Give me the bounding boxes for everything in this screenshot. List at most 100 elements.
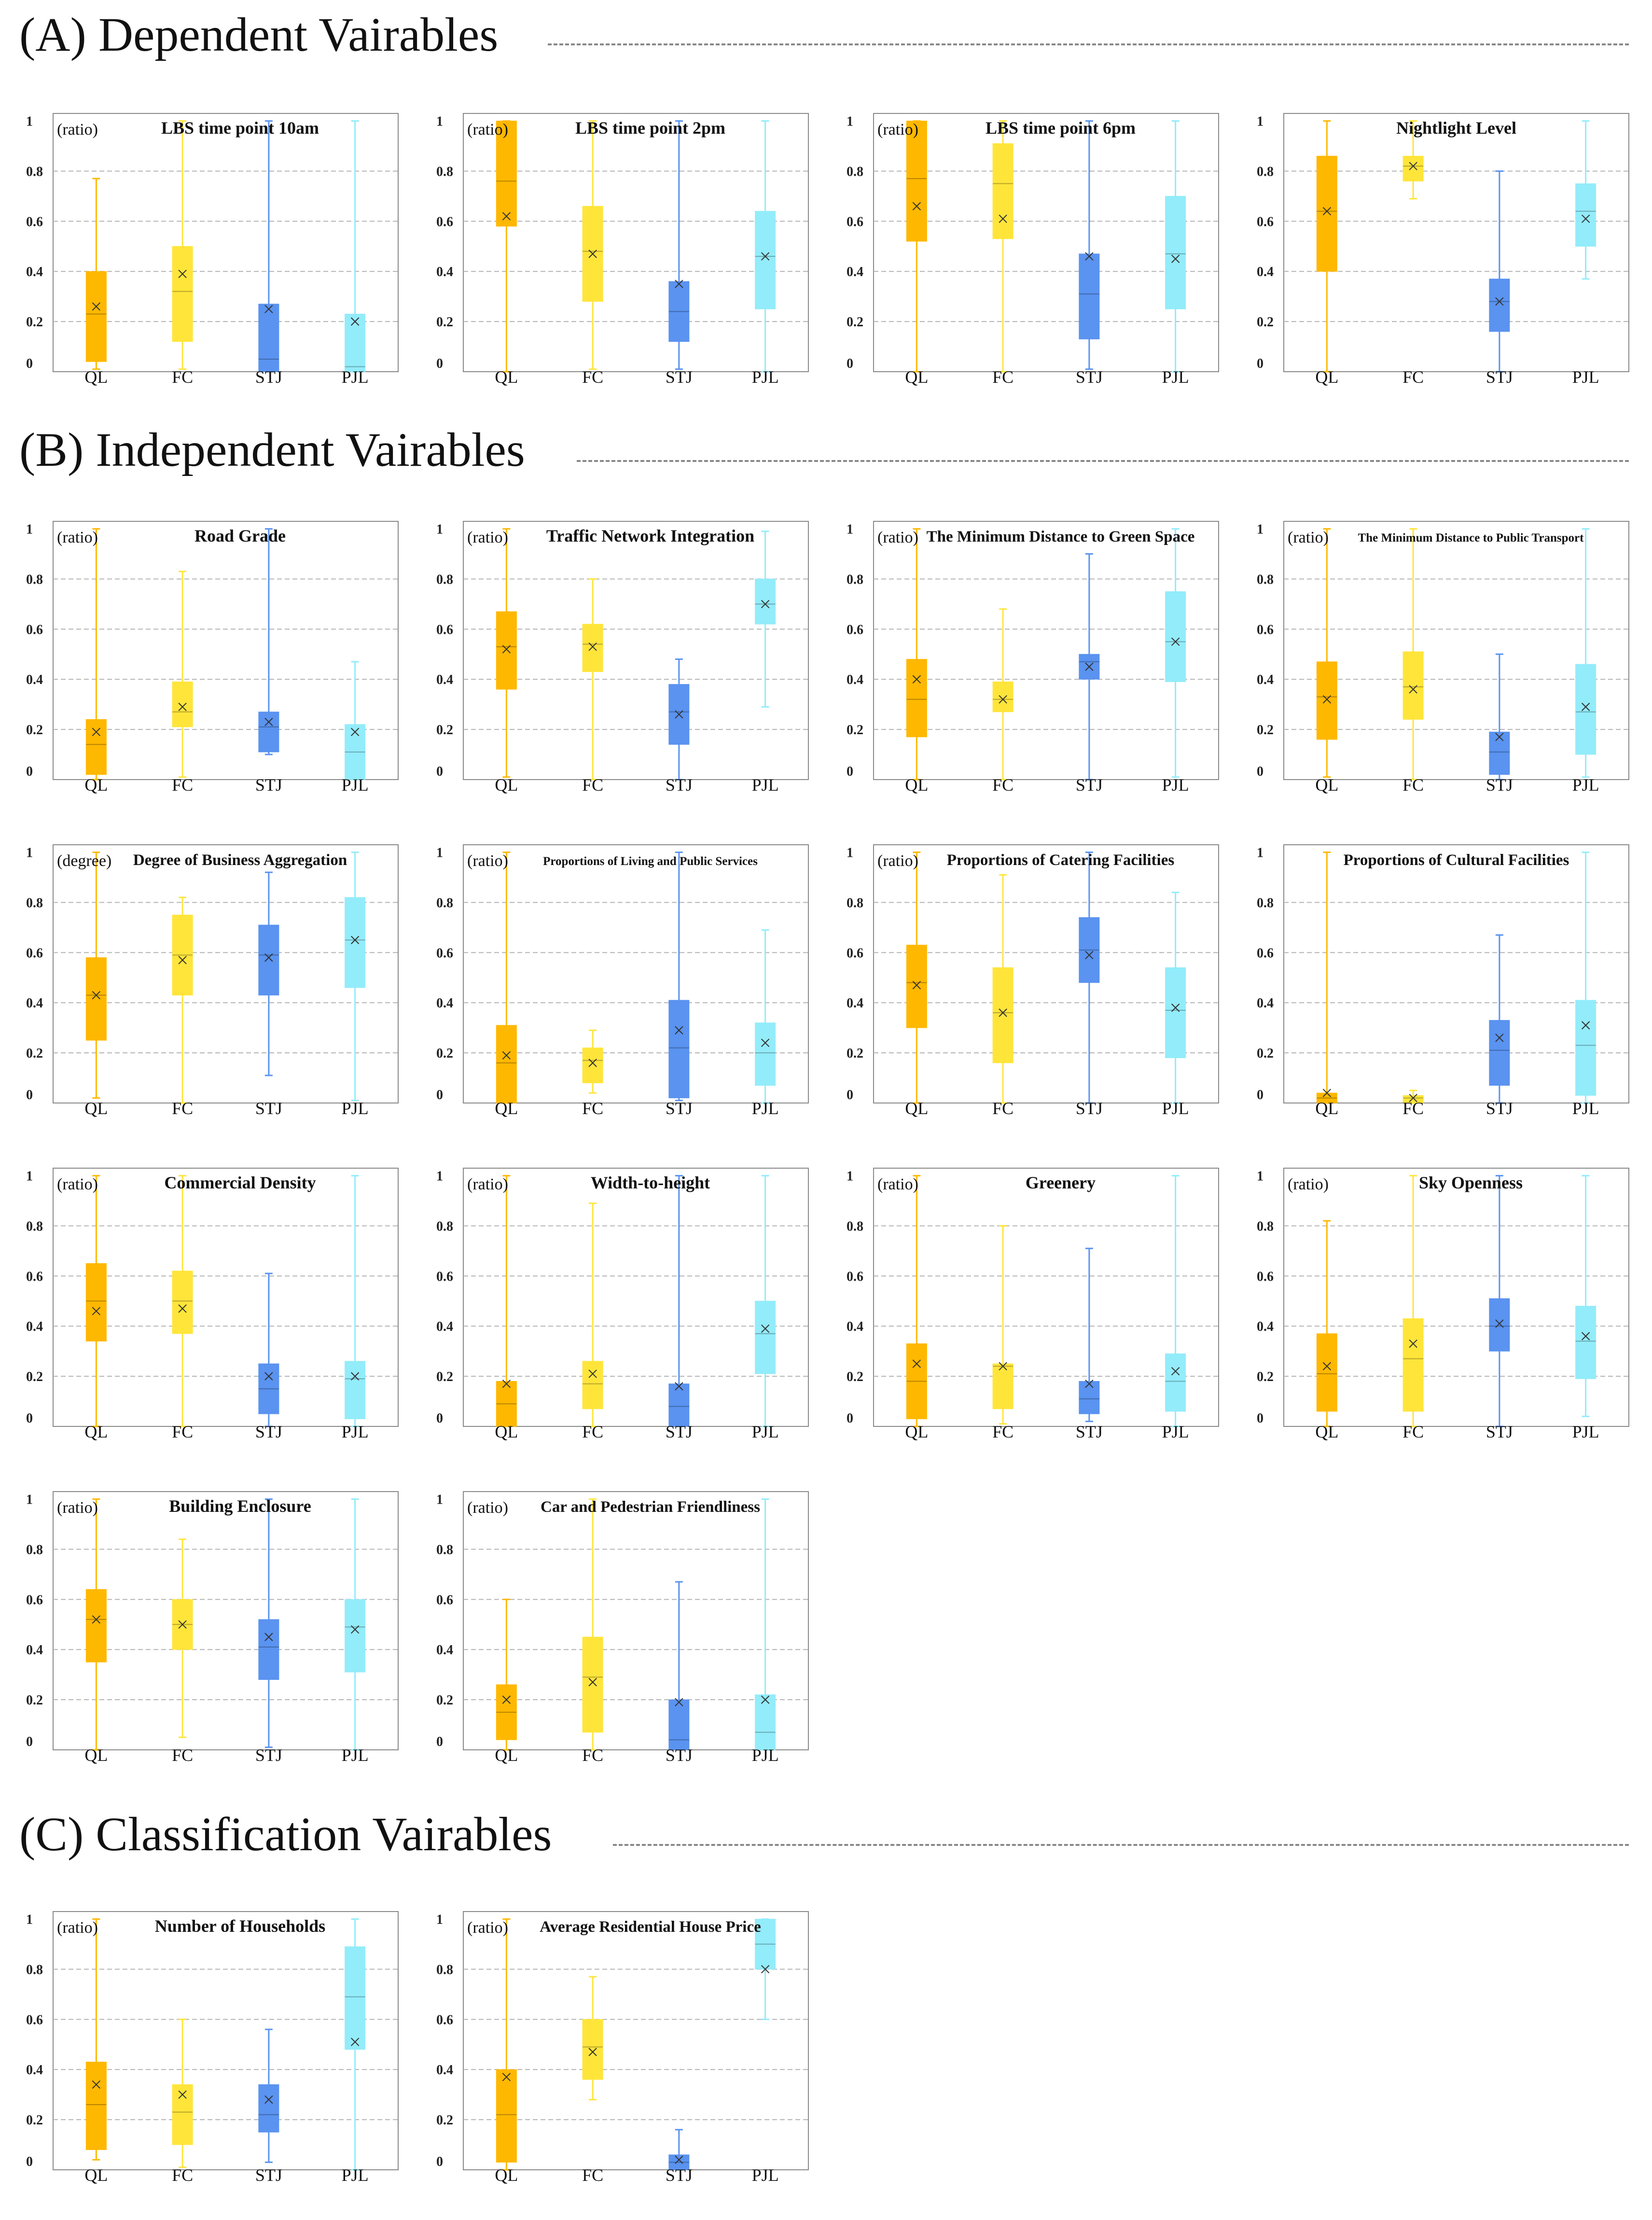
- x-tick-label: FC: [582, 1745, 603, 1765]
- x-tick-label: FC: [172, 1422, 193, 1441]
- y-tick-label: 0: [26, 2154, 33, 2169]
- box-ql: [496, 852, 517, 1104]
- box-fc: [582, 578, 603, 781]
- box-stj: [258, 2028, 279, 2163]
- y-tick-label: 0.4: [26, 1643, 43, 1658]
- chart-panel: 0 0.2 0.4 0.6 0.8 1 QL FC STJ PJL (ratio) Number of…: [24, 1902, 401, 2185]
- x-tick-label: FC: [172, 2165, 193, 2185]
- mean-marker: [1495, 1033, 1504, 1042]
- iqr-box: [258, 924, 279, 996]
- y-tick-label: 0.4: [26, 1319, 43, 1334]
- x-tick-label: PJL: [342, 1099, 369, 1118]
- plot-frame: [1283, 521, 1629, 780]
- chart-panel: 0 0.2 0.4 0.6 0.8 1 QL FC STJ PJL (ratio) Traffic N…: [434, 512, 811, 795]
- chart-title: Nightlight Level: [1396, 118, 1516, 138]
- x-tick-label: STJ: [1486, 1099, 1513, 1118]
- mean-marker: [92, 1615, 101, 1624]
- y-tick-label: 0.8: [26, 895, 43, 910]
- y-tick-label: 0.8: [1257, 895, 1274, 910]
- box-stj: [668, 852, 690, 1102]
- y-tick-label: 1: [1257, 522, 1263, 537]
- mean-marker: [350, 935, 360, 945]
- iqr-box: [345, 1361, 366, 1419]
- chart-panel: 0 0.2 0.4 0.6 0.8 1 QL FC STJ PJL (ratio) Average R…: [434, 1902, 811, 2185]
- y-tick-label: 0.4: [1257, 265, 1274, 279]
- mean-marker: [999, 1362, 1007, 1371]
- y-tick-label: 1: [1257, 114, 1263, 129]
- mean-marker: [1409, 1339, 1417, 1348]
- mean-marker: [264, 1633, 273, 1641]
- mean-marker: [264, 305, 273, 313]
- unit-label: (ratio): [467, 1919, 508, 1937]
- y-tick-label: 1: [1257, 1169, 1263, 1184]
- chart-title: Road Grade: [194, 526, 286, 545]
- mean-marker: [92, 1307, 101, 1315]
- box-ql: [85, 528, 107, 781]
- mean-marker: [350, 317, 360, 326]
- mean-marker: [1495, 297, 1504, 306]
- y-tick-label: 0.2: [436, 2113, 453, 2128]
- box-plot: 0 0.2 0.4 0.6 0.8 1 QL FC STJ PJL (ratio) Average R…: [436, 1911, 809, 2185]
- y-tick-label: 0.4: [1257, 1319, 1274, 1334]
- x-tick-label: QL: [905, 1422, 928, 1441]
- x-tick-label: QL: [1315, 367, 1338, 387]
- y-tick-label: 0.8: [436, 572, 453, 587]
- y-tick-label: 0: [26, 1734, 33, 1749]
- mean-marker: [178, 702, 187, 712]
- x-tick-label: QL: [84, 775, 108, 795]
- y-tick-label: 0.8: [26, 1542, 43, 1557]
- iqr-box: [582, 1047, 603, 1083]
- x-tick-label: QL: [84, 2165, 108, 2185]
- chart-panel: 0 0.2 0.4 0.6 0.8 1 QL FC STJ PJL (ratio) The Minim…: [1255, 512, 1631, 795]
- chart-panel: 0 0.2 0.4 0.6 0.8 1 QL FC STJ PJL (ratio) Greenery: [845, 1159, 1221, 1441]
- x-tick-label: PJL: [342, 1745, 369, 1765]
- iqr-box: [496, 1025, 517, 1103]
- x-tick-label: STJ: [255, 2165, 282, 2185]
- y-tick-label: 0.2: [436, 723, 453, 738]
- box-pjl: [1165, 892, 1186, 1104]
- mean-marker: [1171, 254, 1180, 263]
- y-tick-label: 1: [26, 1913, 33, 1927]
- chart-title: Proportions of Cultural Facilities: [1344, 852, 1569, 869]
- mean-marker: [675, 1026, 683, 1035]
- section-divider-a: [548, 43, 1629, 45]
- box-fc: [582, 1202, 603, 1427]
- mean-marker: [92, 302, 101, 311]
- x-tick-label: PJL: [752, 775, 779, 795]
- y-tick-label: 0: [436, 1411, 443, 1426]
- unit-label: (ratio): [467, 529, 508, 546]
- box-stj: [1489, 1175, 1510, 1427]
- box-pjl: [1575, 852, 1596, 1104]
- y-tick-label: 0.8: [26, 1962, 43, 1977]
- x-tick-label: FC: [172, 1745, 193, 1765]
- box-plot: 0 0.2 0.4 0.6 0.8 1 QL FC STJ PJL (ratio) Car and P…: [436, 1491, 809, 1765]
- plot-frame: [53, 844, 399, 1103]
- box-ql: [906, 852, 927, 1104]
- box-stj: [668, 120, 690, 370]
- x-tick-label: PJL: [1162, 775, 1189, 795]
- box-stj: [1079, 120, 1100, 370]
- box-ql: [496, 528, 517, 778]
- box-stj: [258, 1498, 279, 1748]
- mean-marker: [675, 710, 683, 719]
- y-tick-label: 0.4: [436, 1319, 453, 1334]
- x-tick-label: FC: [1402, 1422, 1424, 1441]
- y-tick-label: 1: [847, 114, 853, 129]
- mean-marker: [1171, 1003, 1180, 1012]
- box-pjl: [1165, 528, 1186, 778]
- box-stj: [1079, 553, 1100, 781]
- mean-marker: [502, 1695, 511, 1704]
- box-fc: [172, 120, 193, 370]
- x-tick-label: FC: [992, 367, 1013, 387]
- y-tick-label: 0.6: [26, 2012, 43, 2027]
- chart-title: Sky Openness: [1419, 1173, 1523, 1192]
- box-ql: [85, 1498, 107, 1751]
- x-tick-label: STJ: [666, 367, 693, 387]
- box-fc: [992, 874, 1013, 1104]
- y-tick-label: 0.2: [436, 1046, 453, 1061]
- box-plot: 0 0.2 0.4 0.6 0.8 1 QL FC STJ PJL (ratio) The Minim…: [847, 521, 1219, 795]
- y-tick-label: 0: [26, 356, 33, 371]
- iqr-box: [1402, 1095, 1424, 1103]
- y-tick-label: 0.4: [847, 1319, 863, 1334]
- y-tick-label: 0: [1257, 356, 1263, 371]
